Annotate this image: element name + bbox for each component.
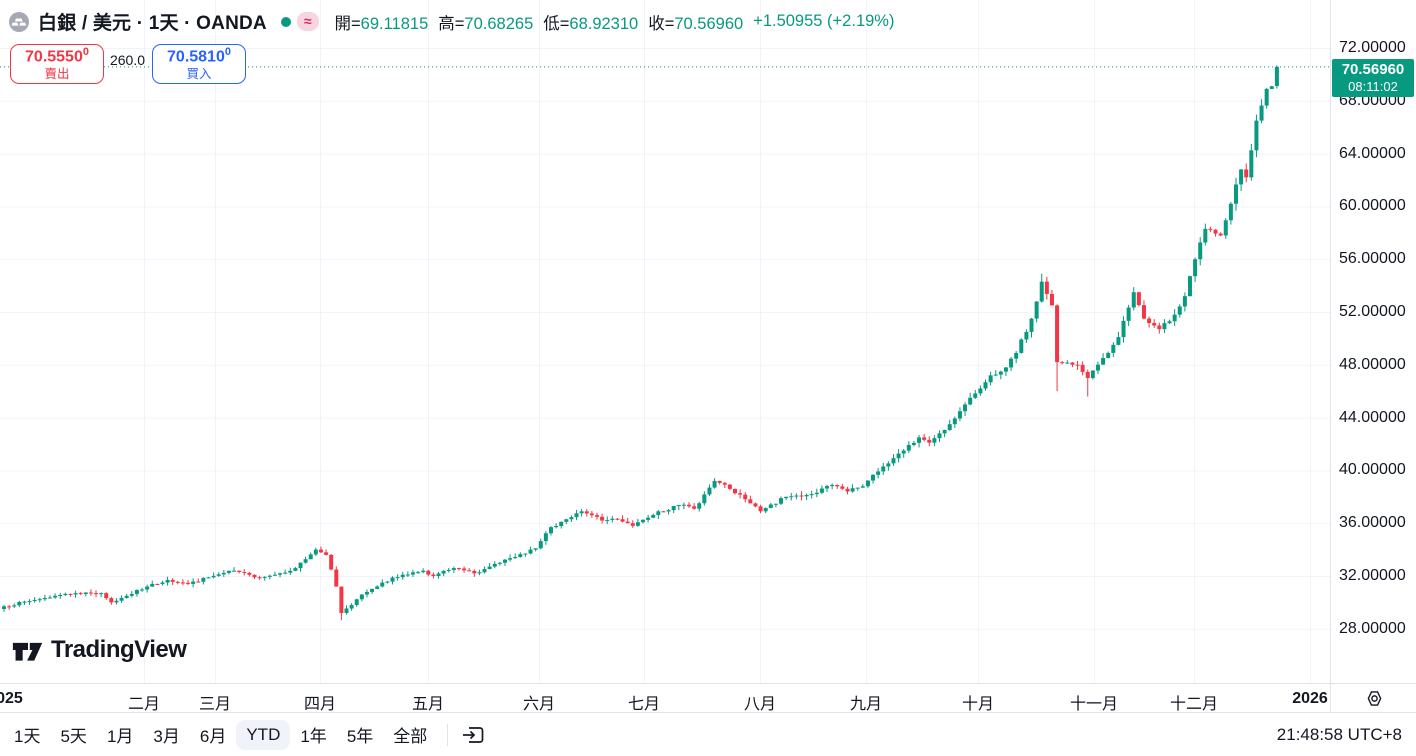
- change-value: +1.50955 (+2.19%): [753, 12, 895, 30]
- high-value: 70.68265: [464, 14, 534, 33]
- price-axis-label: 44.00000: [1339, 408, 1406, 426]
- symbol-title: 白銀 / 美元 · 1天 · OANDA: [38, 13, 267, 34]
- time-axis-label: 十月: [961, 696, 995, 713]
- range-button-全部[interactable]: 全部: [383, 717, 437, 752]
- last-price-badge: 70.56960 08:11:02: [1332, 58, 1414, 97]
- clock-timezone[interactable]: 21:48:58 UTC+8: [1276, 724, 1402, 744]
- chart-legend: 白銀 / 美元 · 1天 · OANDA ≈ 開=69.11815 高=70.6…: [8, 8, 894, 35]
- time-axis-divider: [0, 683, 1416, 684]
- tradingview-logo-text: TradingView: [51, 636, 187, 663]
- time-axis-label: 十一月: [1069, 696, 1119, 713]
- low-label: 低=: [543, 14, 570, 33]
- price-axis-label: 40.00000: [1339, 461, 1406, 479]
- time-axis-label: 2026: [1292, 690, 1328, 707]
- axis-settings-corner: [1330, 684, 1416, 713]
- symbol-title-row[interactable]: 白銀 / 美元 · 1天 · OANDA: [8, 8, 267, 35]
- tradingview-logo[interactable]: TradingView: [12, 636, 187, 664]
- sell-price-pip: 0: [82, 46, 89, 59]
- sell-button[interactable]: 70.55500 賣出: [10, 44, 104, 84]
- price-axis-label: 64.00000: [1339, 144, 1406, 162]
- price-axis-label: 36.00000: [1339, 514, 1406, 532]
- price-axis-label: 56.00000: [1339, 250, 1406, 268]
- price-axis-label: 32.00000: [1339, 567, 1406, 584]
- sell-price: 70.5550: [25, 48, 83, 66]
- sell-label: 賣出: [44, 67, 70, 82]
- time-axis-label: 二月: [127, 696, 161, 713]
- ohlc-values: 開=69.11815 高=70.68265 低=68.92310 收=70.56…: [335, 10, 895, 34]
- close-value: 70.56960: [674, 14, 744, 33]
- spread-value: 260.0: [109, 52, 146, 68]
- time-axis-label: 四月: [303, 696, 337, 713]
- range-button-3月[interactable]: 3月: [143, 717, 189, 752]
- buy-button[interactable]: 70.58100 買入: [152, 44, 246, 84]
- time-axis-label: 八月: [743, 696, 777, 713]
- axis-settings-gear-icon[interactable]: [1362, 686, 1387, 711]
- approx-data-badge: ≈: [296, 12, 319, 31]
- range-button-1天[interactable]: 1天: [4, 717, 50, 752]
- time-axis-label: 2025: [0, 690, 23, 707]
- buy-label: 買入: [186, 67, 212, 82]
- date-range-buttons: 1天 5天 1月 3月 6月 YTD 1年 5年 全部: [4, 717, 437, 752]
- range-button-6月[interactable]: 6月: [190, 717, 236, 752]
- last-price-value: 70.56960: [1341, 60, 1405, 78]
- go-to-date-icon[interactable]: [458, 721, 488, 749]
- time-axis-label: 三月: [198, 696, 232, 713]
- range-button-5天[interactable]: 5天: [50, 717, 96, 752]
- low-value: 68.92310: [569, 14, 639, 33]
- buy-price: 70.5810: [167, 48, 225, 66]
- high-label: 高=: [438, 14, 465, 33]
- open-label: 開=: [334, 14, 361, 33]
- market-status-dot-icon: [280, 16, 291, 27]
- time-axis-label: 十二月: [1169, 696, 1219, 713]
- toolbar-divider: [0, 712, 1416, 713]
- price-axis-label: 48.00000: [1339, 355, 1406, 373]
- time-axis-label: 六月: [522, 696, 556, 713]
- tradingview-logo-mark-icon: [12, 636, 44, 664]
- time-axis-label: 七月: [627, 696, 661, 713]
- silver-icon: [8, 11, 30, 33]
- status-badges: ≈: [280, 12, 319, 31]
- time-axis-label: 九月: [849, 696, 883, 713]
- time-axis[interactable]: 2025 二月 三月 四月 五月 六月 七月 八月 九月 十月 十一月 十二月 2026: [0, 684, 1330, 713]
- range-button-YTD[interactable]: YTD: [236, 719, 291, 750]
- close-label: 收=: [648, 14, 675, 33]
- price-axis[interactable]: 70.56960 08:11:02 72.00000 68.00000 64.000…: [1330, 0, 1416, 683]
- bottom-toolbar: 1天 5天 1月 3月 6月 YTD 1年 5年 全部 21:48:58 UTC+8: [0, 713, 1416, 756]
- range-button-5年[interactable]: 5年: [337, 717, 383, 752]
- candlestick-chart[interactable]: [0, 0, 1330, 683]
- buy-price-pip: 0: [224, 46, 231, 59]
- open-value: 69.11815: [360, 14, 429, 33]
- price-axis-label: 52.00000: [1339, 303, 1406, 320]
- price-axis-label: 72.00000: [1339, 39, 1406, 56]
- bar-countdown: 08:11:02: [1348, 78, 1398, 94]
- time-axis-label: 五月: [411, 696, 445, 713]
- price-axis-label: 28.00000: [1339, 619, 1406, 637]
- range-button-1年[interactable]: 1年: [290, 717, 336, 752]
- toolbar-separator: [447, 723, 449, 746]
- range-button-1月[interactable]: 1月: [97, 717, 143, 752]
- price-axis-label: 60.00000: [1339, 197, 1406, 215]
